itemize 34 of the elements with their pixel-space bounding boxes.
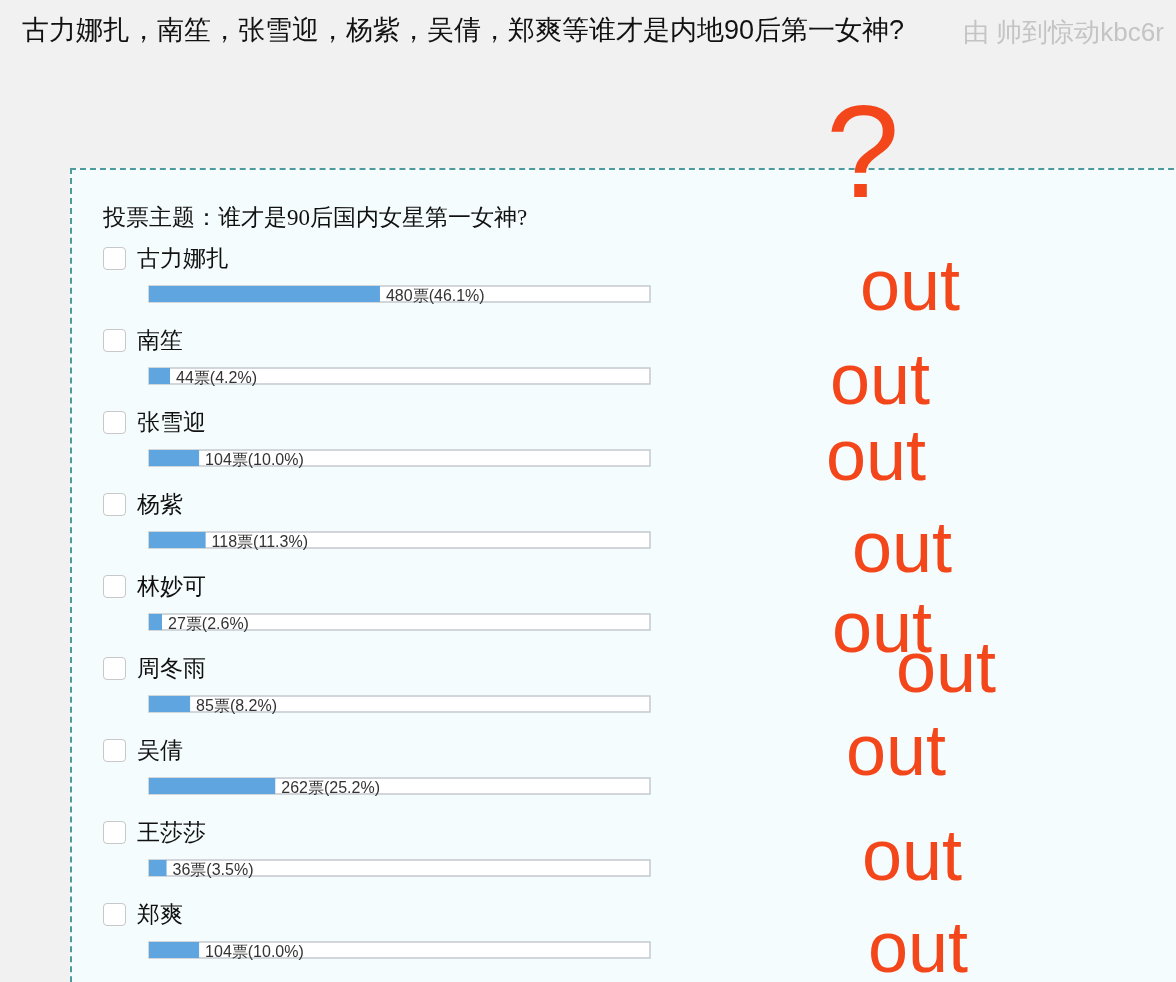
y-tick-label: 杨紫: [136, 491, 183, 517]
data-label: 85票(8.2%): [196, 696, 277, 714]
data-label: 44票(4.2%): [176, 368, 257, 386]
y-tick-label: 林妙可: [136, 573, 206, 599]
bar: [149, 532, 206, 548]
text: out: [852, 507, 953, 587]
y-tick-label: 南笙: [137, 327, 183, 353]
bar: [149, 368, 171, 384]
y-tick-label: 郑爽: [137, 901, 183, 927]
y-tick-label: 王莎莎: [137, 819, 206, 845]
data-label: 104票(10.0%): [205, 942, 304, 960]
bar: [149, 778, 276, 794]
chart-title: 古力娜扎，南笙，张雪迎，杨紫，吴倩，郑爽等谁才是内地90后第一女神?: [22, 14, 905, 47]
bar: [149, 696, 191, 712]
bar: [149, 614, 163, 630]
text: ?: [826, 78, 900, 225]
data-label: 27票(2.6%): [168, 614, 249, 632]
y-tick-label: 吴倩: [137, 737, 183, 763]
y-tick-label: 周冬雨: [137, 655, 206, 681]
y-tick-label: 古力娜扎: [137, 245, 229, 271]
y-tick-label: 张雪迎: [137, 409, 206, 435]
data-label: 104票(10.0%): [205, 450, 304, 468]
data-label: 480票(46.1%): [385, 286, 485, 304]
data-label: 118票(11.3%): [211, 532, 308, 550]
data-label: 262票(25.2%): [281, 778, 380, 796]
bar: [149, 942, 200, 958]
text: out: [846, 710, 947, 790]
text: out: [860, 245, 961, 325]
bar: [149, 450, 200, 466]
data-label: 36票(3.5%): [172, 860, 254, 878]
text: out: [862, 815, 963, 895]
bar: [149, 860, 167, 876]
text: out: [868, 907, 969, 982]
chart-subtitle: 投票主题：谁才是90后国内女星第一女神?: [103, 204, 528, 232]
